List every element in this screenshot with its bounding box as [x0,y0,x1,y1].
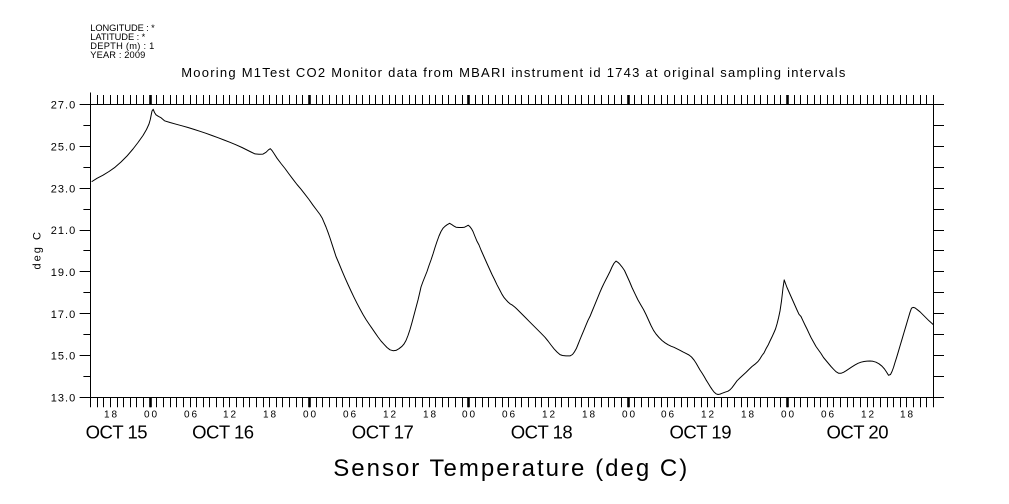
svg-text:18: 18 [263,410,276,421]
svg-text:00: 00 [144,410,157,421]
svg-text:DEPTH (m) : 1: DEPTH (m) : 1 [90,41,154,51]
svg-text:25.0: 25.0 [51,141,75,153]
svg-text:OCT 18: OCT 18 [511,422,573,443]
svg-text:18: 18 [741,410,754,421]
svg-text:06: 06 [502,410,515,421]
svg-text:OCT 20: OCT 20 [827,422,889,443]
svg-text:21.0: 21.0 [51,225,75,237]
svg-text:LATITUDE : *: LATITUDE : * [90,32,145,42]
svg-text:12: 12 [542,410,555,421]
svg-text:12: 12 [861,410,874,421]
svg-text:06: 06 [661,410,674,421]
svg-text:13.0: 13.0 [51,393,75,405]
svg-text:12: 12 [701,410,714,421]
svg-text:OCT 17: OCT 17 [352,422,414,443]
svg-text:Mooring M1Test CO2 Monitor dat: Mooring M1Test CO2 Monitor data from MBA… [181,65,846,80]
svg-text:YEAR : 2009: YEAR : 2009 [90,50,145,60]
svg-text:12: 12 [223,410,236,421]
svg-text:OCT 19: OCT 19 [670,422,732,443]
svg-text:00: 00 [303,410,316,421]
svg-text:12: 12 [383,410,396,421]
svg-text:18: 18 [104,410,117,421]
svg-text:OCT 16: OCT 16 [192,422,254,443]
svg-text:18: 18 [900,410,913,421]
svg-text:17.0: 17.0 [51,309,75,321]
svg-text:06: 06 [821,410,834,421]
svg-text:06: 06 [343,410,356,421]
svg-text:00: 00 [622,410,635,421]
svg-text:27.0: 27.0 [51,100,75,112]
svg-text:deg C: deg C [32,232,44,270]
svg-text:18: 18 [582,410,595,421]
svg-text:LONGITUDE : *: LONGITUDE : * [90,23,155,33]
svg-text:18: 18 [423,410,436,421]
svg-text:19.0: 19.0 [51,267,75,279]
svg-text:00: 00 [781,410,794,421]
svg-text:06: 06 [184,410,197,421]
svg-text:00: 00 [462,410,475,421]
svg-text:15.0: 15.0 [51,351,75,363]
svg-text:OCT 15: OCT 15 [86,422,148,443]
svg-text:23.0: 23.0 [51,183,75,195]
